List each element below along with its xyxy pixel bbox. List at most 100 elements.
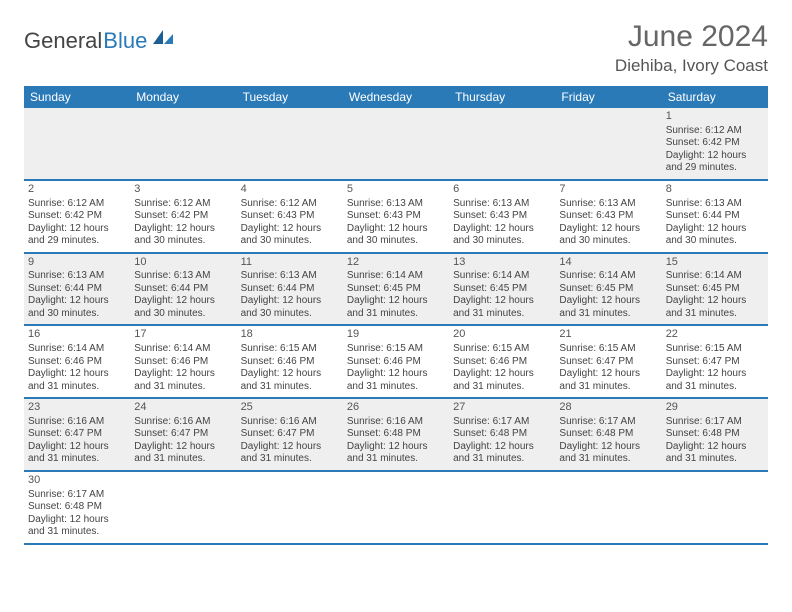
sunset-text: Sunset: 6:44 PM	[666, 210, 764, 223]
calendar-body: 1Sunrise: 6:12 AMSunset: 6:42 PMDaylight…	[24, 108, 768, 544]
daylight-text: and 30 minutes.	[559, 235, 657, 248]
sunset-text: Sunset: 6:46 PM	[28, 356, 126, 369]
calendar-cell: 15Sunrise: 6:14 AMSunset: 6:45 PMDayligh…	[662, 253, 768, 326]
sunset-text: Sunset: 6:48 PM	[347, 428, 445, 441]
day-number: 25	[241, 401, 339, 415]
calendar-row: 30Sunrise: 6:17 AMSunset: 6:48 PMDayligh…	[24, 471, 768, 544]
day-number: 13	[453, 256, 551, 270]
calendar-header-row: Sunday Monday Tuesday Wednesday Thursday…	[24, 86, 768, 108]
daylight-text: Daylight: 12 hours	[666, 441, 764, 454]
daylight-text: Daylight: 12 hours	[347, 441, 445, 454]
brand-logo: GeneralBlue	[24, 28, 175, 54]
day-number: 28	[559, 401, 657, 415]
calendar-cell: 12Sunrise: 6:14 AMSunset: 6:45 PMDayligh…	[343, 253, 449, 326]
day-number: 24	[134, 401, 232, 415]
calendar-row: 16Sunrise: 6:14 AMSunset: 6:46 PMDayligh…	[24, 325, 768, 398]
daylight-text: and 30 minutes.	[28, 308, 126, 321]
sunrise-text: Sunrise: 6:15 AM	[241, 343, 339, 356]
sunrise-text: Sunrise: 6:13 AM	[134, 270, 232, 283]
calendar-cell	[130, 471, 236, 544]
weekday-heading: Wednesday	[343, 86, 449, 108]
day-number: 19	[347, 328, 445, 342]
weekday-heading: Saturday	[662, 86, 768, 108]
sunset-text: Sunset: 6:47 PM	[666, 356, 764, 369]
daylight-text: and 31 minutes.	[28, 453, 126, 466]
daylight-text: Daylight: 12 hours	[453, 295, 551, 308]
calendar-cell: 10Sunrise: 6:13 AMSunset: 6:44 PMDayligh…	[130, 253, 236, 326]
calendar-row: 9Sunrise: 6:13 AMSunset: 6:44 PMDaylight…	[24, 253, 768, 326]
daylight-text: and 31 minutes.	[453, 381, 551, 394]
sunset-text: Sunset: 6:42 PM	[666, 137, 764, 150]
daylight-text: Daylight: 12 hours	[453, 368, 551, 381]
sunrise-text: Sunrise: 6:16 AM	[28, 416, 126, 429]
weekday-heading: Tuesday	[237, 86, 343, 108]
calendar-cell: 17Sunrise: 6:14 AMSunset: 6:46 PMDayligh…	[130, 325, 236, 398]
calendar-cell: 26Sunrise: 6:16 AMSunset: 6:48 PMDayligh…	[343, 398, 449, 471]
daylight-text: and 30 minutes.	[347, 235, 445, 248]
calendar-cell: 3Sunrise: 6:12 AMSunset: 6:42 PMDaylight…	[130, 180, 236, 253]
calendar-cell	[237, 471, 343, 544]
sunrise-text: Sunrise: 6:15 AM	[347, 343, 445, 356]
daylight-text: Daylight: 12 hours	[666, 368, 764, 381]
calendar-cell: 13Sunrise: 6:14 AMSunset: 6:45 PMDayligh…	[449, 253, 555, 326]
daylight-text: and 31 minutes.	[28, 526, 126, 539]
sunset-text: Sunset: 6:47 PM	[559, 356, 657, 369]
sunrise-text: Sunrise: 6:14 AM	[134, 343, 232, 356]
sunrise-text: Sunrise: 6:12 AM	[134, 198, 232, 211]
daylight-text: and 30 minutes.	[241, 308, 339, 321]
calendar-cell: 1Sunrise: 6:12 AMSunset: 6:42 PMDaylight…	[662, 108, 768, 180]
calendar-cell: 18Sunrise: 6:15 AMSunset: 6:46 PMDayligh…	[237, 325, 343, 398]
day-number: 16	[28, 328, 126, 342]
sunrise-text: Sunrise: 6:14 AM	[347, 270, 445, 283]
sunset-text: Sunset: 6:43 PM	[453, 210, 551, 223]
day-number: 21	[559, 328, 657, 342]
title-block: June 2024 Diehiba, Ivory Coast	[615, 20, 768, 76]
calendar-cell: 4Sunrise: 6:12 AMSunset: 6:43 PMDaylight…	[237, 180, 343, 253]
calendar-row: 23Sunrise: 6:16 AMSunset: 6:47 PMDayligh…	[24, 398, 768, 471]
sunset-text: Sunset: 6:46 PM	[241, 356, 339, 369]
sunset-text: Sunset: 6:45 PM	[453, 283, 551, 296]
calendar-cell: 16Sunrise: 6:14 AMSunset: 6:46 PMDayligh…	[24, 325, 130, 398]
calendar-cell: 30Sunrise: 6:17 AMSunset: 6:48 PMDayligh…	[24, 471, 130, 544]
sunset-text: Sunset: 6:46 PM	[453, 356, 551, 369]
sunset-text: Sunset: 6:44 PM	[241, 283, 339, 296]
daylight-text: and 31 minutes.	[666, 308, 764, 321]
daylight-text: and 31 minutes.	[453, 308, 551, 321]
sunset-text: Sunset: 6:47 PM	[28, 428, 126, 441]
day-number: 3	[134, 183, 232, 197]
sunrise-text: Sunrise: 6:13 AM	[241, 270, 339, 283]
calendar-cell: 27Sunrise: 6:17 AMSunset: 6:48 PMDayligh…	[449, 398, 555, 471]
day-number: 5	[347, 183, 445, 197]
calendar-cell	[130, 108, 236, 180]
sunset-text: Sunset: 6:43 PM	[241, 210, 339, 223]
sunrise-text: Sunrise: 6:12 AM	[666, 125, 764, 138]
daylight-text: Daylight: 12 hours	[28, 441, 126, 454]
header: GeneralBlue June 2024 Diehiba, Ivory Coa…	[24, 20, 768, 76]
daylight-text: and 30 minutes.	[241, 235, 339, 248]
sunrise-text: Sunrise: 6:17 AM	[666, 416, 764, 429]
sunrise-text: Sunrise: 6:15 AM	[666, 343, 764, 356]
sunrise-text: Sunrise: 6:13 AM	[347, 198, 445, 211]
daylight-text: Daylight: 12 hours	[241, 368, 339, 381]
daylight-text: Daylight: 12 hours	[347, 368, 445, 381]
daylight-text: and 31 minutes.	[241, 453, 339, 466]
sunrise-text: Sunrise: 6:16 AM	[134, 416, 232, 429]
sunrise-text: Sunrise: 6:16 AM	[347, 416, 445, 429]
daylight-text: Daylight: 12 hours	[559, 441, 657, 454]
daylight-text: and 29 minutes.	[28, 235, 126, 248]
calendar-row: 1Sunrise: 6:12 AMSunset: 6:42 PMDaylight…	[24, 108, 768, 180]
sunset-text: Sunset: 6:48 PM	[666, 428, 764, 441]
calendar-cell	[24, 108, 130, 180]
sunset-text: Sunset: 6:42 PM	[28, 210, 126, 223]
daylight-text: and 31 minutes.	[28, 381, 126, 394]
day-number: 9	[28, 256, 126, 270]
calendar-cell	[449, 108, 555, 180]
daylight-text: Daylight: 12 hours	[134, 295, 232, 308]
daylight-text: Daylight: 12 hours	[347, 295, 445, 308]
calendar-cell: 9Sunrise: 6:13 AMSunset: 6:44 PMDaylight…	[24, 253, 130, 326]
daylight-text: Daylight: 12 hours	[28, 295, 126, 308]
daylight-text: Daylight: 12 hours	[453, 441, 551, 454]
day-number: 27	[453, 401, 551, 415]
calendar-cell: 7Sunrise: 6:13 AMSunset: 6:43 PMDaylight…	[555, 180, 661, 253]
sunset-text: Sunset: 6:46 PM	[347, 356, 445, 369]
